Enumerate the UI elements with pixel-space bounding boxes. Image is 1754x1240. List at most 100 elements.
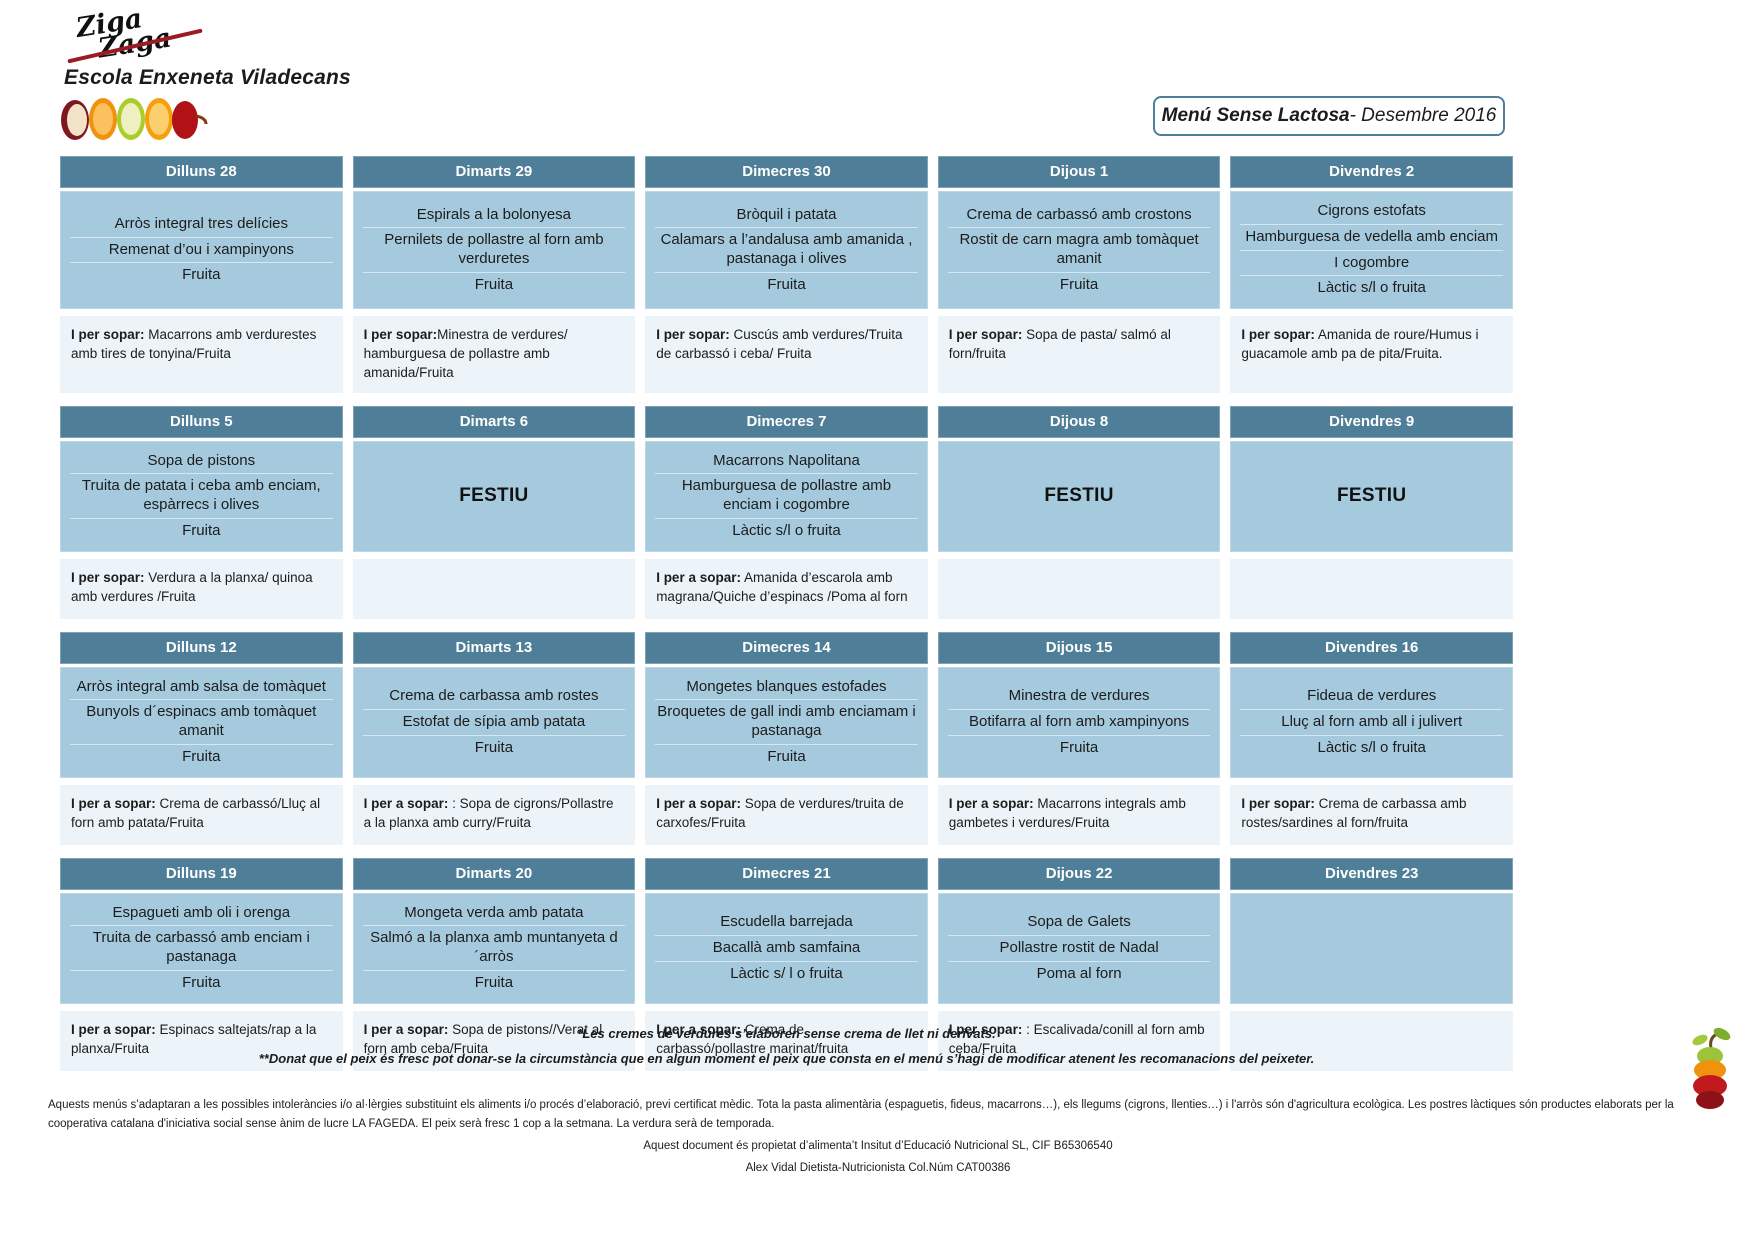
dinner-text: Crema de carbassó/Lluç al forn amb patat… bbox=[71, 795, 321, 830]
week-4: Dilluns 19 Dimarts 20 Dimecres 21 Dijous 22… bbox=[60, 857, 1513, 1071]
menu-item: Truita de carbassó amb enciam i pastanag… bbox=[70, 925, 333, 970]
menu-item: Fruita bbox=[70, 517, 333, 544]
day-header: Dijous 8 bbox=[937, 405, 1221, 438]
day-dinner-cell: I per sopar: Verdura a la planxa/ quinoa… bbox=[60, 558, 343, 619]
day-dinner-cell: I per a sopar: Crema de carbassó/pollast… bbox=[645, 1010, 928, 1071]
dinner-text: Amanida de roure/Humus i guacamole amb p… bbox=[1241, 327, 1479, 361]
menu-item: Botifarra al forn amb xampinyons bbox=[947, 708, 1211, 735]
festiu-label: FESTIU bbox=[1044, 485, 1114, 507]
day-dinner-cell: I per a sopar: Espinacs saltejats/rap a … bbox=[60, 1010, 343, 1071]
dinner-label: I per sopar: bbox=[363, 327, 438, 342]
dinner-label: I per sopar: bbox=[1241, 795, 1315, 811]
week-content-row: Arròs integral tres delícies Remenat d’ou… bbox=[60, 191, 1513, 309]
menu-item: Làctic s/l o fruita bbox=[1240, 275, 1503, 301]
menu-item: Hamburguesa de vedella amb enciam bbox=[1240, 223, 1503, 250]
menu-item: Remenat d’ou i xampinyons bbox=[70, 236, 333, 263]
zigazaga-logo: Ziga Zaga bbox=[67, 3, 212, 66]
menu-item: Rostit de carn magra amb tomàquet amanit bbox=[947, 227, 1211, 272]
menu-item: I cogombre bbox=[1240, 249, 1503, 276]
day-header: Dimarts 20 bbox=[352, 857, 636, 890]
day-header: Dijous 1 bbox=[937, 156, 1221, 188]
menu-title: Menú Sense Lactosa bbox=[1161, 105, 1350, 126]
day-header: Dimarts 29 bbox=[352, 156, 636, 188]
fruit-stack-icon bbox=[1692, 1027, 1731, 1109]
week-1: Dilluns 28 Dimarts 29 Dimecres 30 Dijous 1 D… bbox=[60, 156, 1513, 393]
dinner-label: I per sopar: bbox=[1241, 327, 1315, 342]
day-dinner-cell: I per sopar: : Escalivada/conill al forn… bbox=[937, 1010, 1221, 1071]
day-dinner-cell: I per a sopar: Sopa de pistons//Verat al… bbox=[352, 1010, 636, 1071]
day-dinner-cell bbox=[1230, 558, 1513, 619]
day-dinner-cell: I per sopar: Sopa de pasta/ salmó al for… bbox=[937, 316, 1221, 393]
day-menu-cell: Arròs integral tres delícies Remenat d’ou… bbox=[60, 191, 343, 309]
day-menu-cell: FESTIU bbox=[1230, 440, 1513, 552]
menu-item: Fruita bbox=[947, 734, 1211, 761]
day-header: Dimarts 6 bbox=[352, 405, 636, 438]
menu-item: Bunyols d´espinacs amb tomàquet amanit bbox=[70, 699, 333, 744]
day-header: Divendres 23 bbox=[1230, 857, 1513, 890]
fruit-slices-icon bbox=[61, 98, 208, 140]
menu-item: Fideua de verdures bbox=[1307, 687, 1437, 705]
day-menu-cell: Crema de carbassa amb rostes Estofat de s… bbox=[352, 666, 636, 778]
menu-item: Fruita bbox=[947, 271, 1211, 298]
menu-title-box: Menú Sense Lactosa - Desembre 2016 bbox=[1153, 96, 1505, 136]
week-content-row: Espagueti amb oli i orenga Truita de carb… bbox=[60, 892, 1513, 1004]
day-header: Dijous 22 bbox=[937, 857, 1221, 890]
week-dinner-row: I per sopar: Verdura a la planxa/ quinoa… bbox=[60, 558, 1513, 619]
dinner-label: I per sopar: bbox=[948, 327, 1023, 342]
menu-item: Sopa de Galets bbox=[1027, 913, 1131, 931]
menu-item: Làctic s/ l o fruita bbox=[655, 960, 918, 987]
menu-item: Espirals a la bolonyesa bbox=[416, 205, 572, 223]
day-menu-cell: Espirals a la bolonyesa Pernilets de poll… bbox=[352, 191, 636, 309]
menu-item: Arròs integral amb salsa de tomàquet bbox=[76, 677, 326, 695]
menu-item: Fruita bbox=[70, 743, 333, 770]
menu-item: Mongetes blanques estofades bbox=[686, 677, 887, 695]
school-name: Escola Enxeneta Viladecans bbox=[64, 66, 351, 89]
menu-item: Truita de patata i ceba amb enciam, espà… bbox=[70, 473, 333, 518]
menu-title-date: - Desembre 2016 bbox=[1349, 105, 1497, 126]
dinner-label: I per a sopar: bbox=[656, 569, 741, 585]
day-dinner-cell: I per a sopar: Sopa de verdures/truita d… bbox=[645, 784, 928, 845]
dinner-text: Macarrons amb verdurestes amb tires de t… bbox=[71, 327, 317, 361]
footnote-cremes: *Les cremes de verdures s’elaboren sense… bbox=[577, 1026, 996, 1041]
week-header-row: Dilluns 28 Dimarts 29 Dimecres 30 Dijous 1 D… bbox=[60, 156, 1513, 188]
menu-item: Fruita bbox=[655, 271, 918, 298]
menu-item: Mongeta verda amb patata bbox=[404, 903, 584, 921]
day-header: Divendres 9 bbox=[1230, 405, 1513, 438]
day-dinner-cell: I per sopar: Cuscús amb verdures/Truita … bbox=[645, 316, 928, 393]
week-content-row: Arròs integral amb salsa de tomàquet Buny… bbox=[60, 666, 1513, 778]
dinner-text: Macarrons integrals amb gambetes i verdu… bbox=[948, 795, 1186, 830]
dinner-text: Minestra de verdures/ hamburguesa de pol… bbox=[363, 327, 568, 380]
dinner-label: I per a sopar: bbox=[656, 795, 741, 811]
day-header: Divendres 16 bbox=[1230, 631, 1513, 664]
menu-item: Cigrons estofats bbox=[1317, 202, 1426, 219]
festiu-label: FESTIU bbox=[1337, 485, 1407, 507]
dinner-text: Sopa de pasta/ salmó al forn/fruita bbox=[948, 327, 1171, 361]
dinner-text: Crema de carbassó/pollastre marinat/frui… bbox=[656, 1021, 849, 1056]
day-dinner-cell bbox=[352, 558, 636, 619]
day-menu-cell: Macarrons Napolitana Hamburguesa de polla… bbox=[645, 440, 928, 552]
dinner-label: I per sopar: bbox=[71, 569, 145, 585]
day-dinner-cell: I per a sopar: Amanida d’escarola amb ma… bbox=[645, 558, 928, 619]
day-menu-cell: Escudella barrejada Bacallà amb samfaina L… bbox=[645, 892, 928, 1004]
menu-item: Minestra de verdures bbox=[1008, 687, 1150, 705]
day-menu-cell: Espagueti amb oli i orenga Truita de carb… bbox=[60, 892, 343, 1004]
menu-item: Macarrons Napolitana bbox=[713, 451, 860, 469]
menu-item: Arròs integral tres delícies bbox=[114, 214, 288, 232]
menu-item: Làctic s/l o fruita bbox=[655, 517, 918, 544]
menu-item: Crema de carbassó amb crostons bbox=[966, 205, 1192, 223]
legal-text: Aquests menús s’adaptaran a les possible… bbox=[48, 1096, 1708, 1178]
week-3: Dilluns 12 Dimarts 13 Dimecres 14 Dijous 15… bbox=[60, 631, 1513, 845]
week-header-row: Dilluns 19 Dimarts 20 Dimecres 21 Dijous 22… bbox=[60, 857, 1513, 890]
menu-item: Lluç al forn amb all i julivert bbox=[1240, 708, 1503, 735]
week-dinner-row: I per a sopar: Espinacs saltejats/rap a … bbox=[60, 1010, 1513, 1071]
menu-item: Hamburguesa de pollastre amb enciam i co… bbox=[655, 473, 918, 518]
menu-item: Salmó a la planxa amb muntanyeta d´arròs bbox=[362, 925, 626, 970]
menu-item: Fruita bbox=[70, 969, 333, 996]
dinner-text: Sopa de verdures/truita de carxofes/Frui… bbox=[656, 795, 904, 830]
dinner-label: I per a sopar: bbox=[363, 795, 449, 811]
day-dinner-cell: I per sopar: Crema de carbassa amb roste… bbox=[1230, 784, 1513, 845]
dinner-text: Amanida d’escarola amb magrana/Quiche d’… bbox=[656, 569, 908, 604]
menu-item: Fruita bbox=[362, 734, 626, 761]
dinner-label: I per a sopar: bbox=[71, 1021, 156, 1037]
day-menu-cell: FESTIU bbox=[352, 440, 636, 552]
